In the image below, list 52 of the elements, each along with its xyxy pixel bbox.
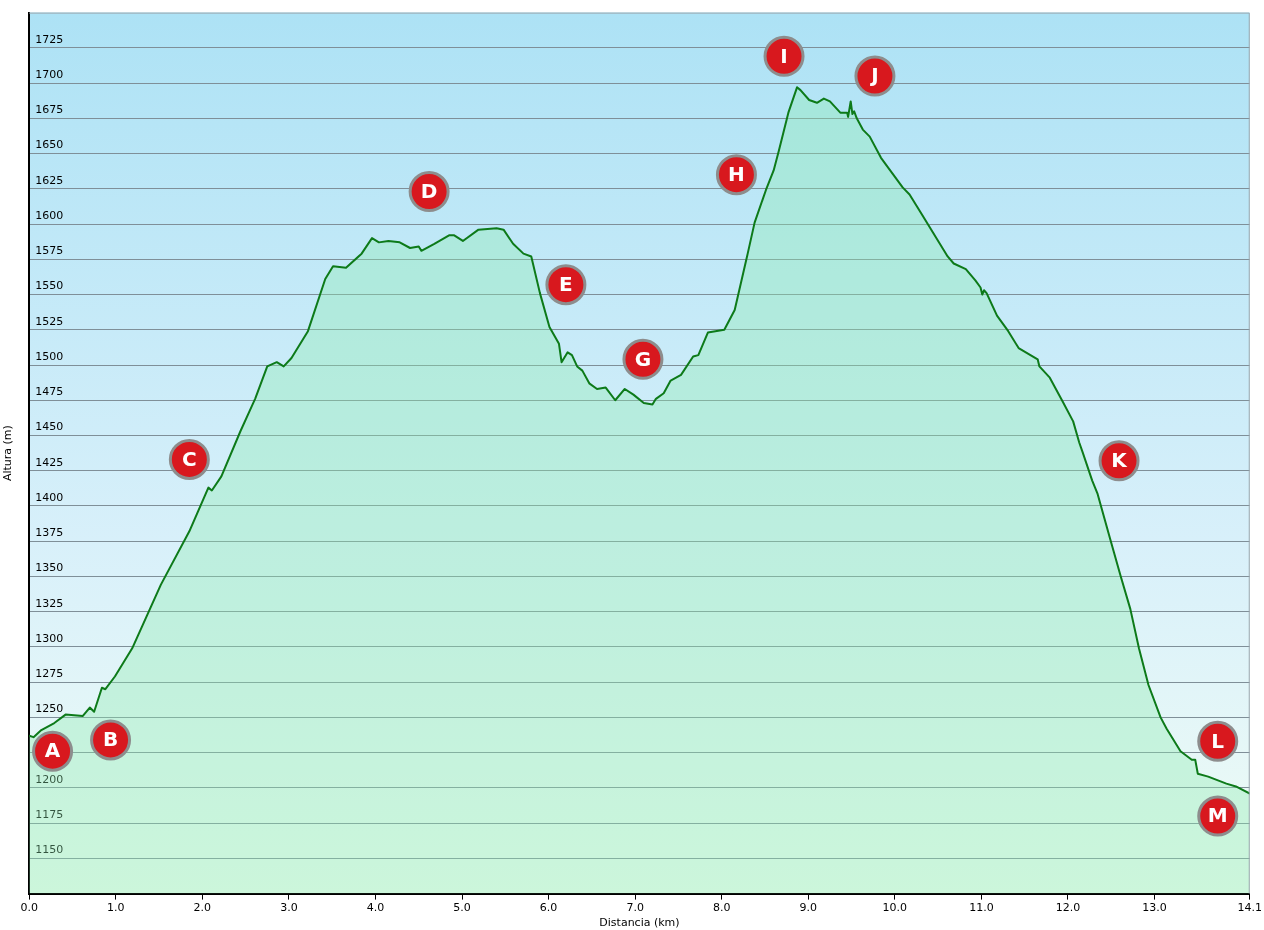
x-tick-label: 0.0 (20, 901, 38, 915)
x-tick-label: 13.0 (1142, 901, 1167, 915)
annotation: C (182, 446, 197, 471)
x-tick-label: 5.0 (453, 901, 471, 915)
y-tick-label: 1625 (35, 173, 64, 187)
annotation: G (634, 346, 652, 371)
annotation: K (1111, 448, 1129, 473)
x-tick-label: 3.0 (280, 901, 298, 915)
x-tick-label: 1.0 (107, 901, 125, 915)
annotation: H (728, 161, 745, 186)
y-tick-label: 1725 (35, 32, 64, 46)
annotation: D (420, 178, 438, 203)
y-tick-label: 1600 (35, 208, 64, 222)
y-tick-label: 1675 (35, 103, 64, 117)
y-tick-label: 1525 (35, 314, 64, 328)
y-tick-label: 1400 (35, 490, 64, 504)
x-tick-label: 7.0 (626, 901, 644, 915)
y-tick-label: 1500 (35, 349, 64, 363)
annotation: E (559, 271, 573, 296)
annotation: I (780, 43, 788, 68)
x-tick-label: 4.0 (366, 901, 385, 915)
annotation: B (102, 727, 119, 752)
annotation: M (1207, 803, 1228, 828)
y-tick-label: 1550 (35, 279, 64, 293)
x-tick-label: 9.0 (799, 901, 818, 915)
x-tick-label: 12.0 (1055, 901, 1081, 915)
x-tick-label: 14.1 (1237, 901, 1262, 915)
x-tick-label: 11.0 (969, 901, 994, 915)
y-tick-label: 1300 (35, 631, 64, 645)
y-tick-label: 1325 (35, 596, 64, 610)
y-tick-label: 1375 (35, 526, 64, 540)
y-tick-label: 1575 (35, 244, 64, 258)
x-tick-label: 2.0 (193, 901, 212, 915)
x-tick-label: 10.0 (882, 901, 908, 915)
y-tick-label: 1475 (35, 385, 64, 399)
annotation: L (1211, 728, 1225, 753)
annotation: J (869, 63, 879, 88)
y-tick-label: 1200 (35, 772, 64, 786)
y-tick-label: 1350 (35, 561, 64, 575)
y-tick-label: 1425 (35, 455, 64, 469)
x-tick-label: 8.0 (712, 901, 731, 915)
y-tick-label: 1250 (35, 702, 64, 716)
annotation: A (44, 738, 61, 763)
y-tick-label: 1650 (35, 138, 64, 152)
x-axis-title: Distancia (km) (599, 916, 680, 930)
y-tick-label: 1450 (35, 420, 64, 434)
x-tick-label: 6.0 (539, 901, 558, 915)
y-axis-title: Altura (m) (1, 425, 15, 482)
y-tick-label: 1700 (35, 67, 64, 81)
y-tick-label: 1175 (35, 807, 64, 821)
y-tick-label: 1275 (35, 667, 64, 681)
y-tick-label: 1150 (35, 843, 64, 857)
